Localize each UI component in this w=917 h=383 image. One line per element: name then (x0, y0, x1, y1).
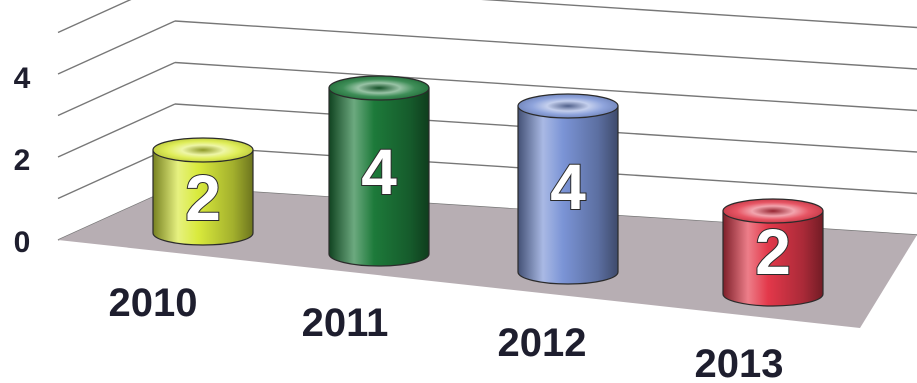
bar-top-2013 (722, 198, 824, 224)
bar-2011 (328, 75, 430, 267)
gridline-back-5 (481, 0, 917, 29)
data-label-2011: 4 (361, 136, 397, 208)
bar-body-2013 (722, 210, 824, 307)
bar-body-2011 (328, 87, 430, 267)
bar-2013 (722, 198, 824, 307)
data-label-2010: 2 (185, 162, 221, 234)
x-tick-label-2012: 2012 (498, 321, 587, 365)
bar-body-2010 (152, 149, 254, 246)
bar-2012 (517, 93, 619, 285)
chart-floor (58, 187, 917, 328)
gridline-back-4 (174, 20, 917, 70)
gridline-left-5 (57, 0, 132, 34)
data-label-2013: 2 (755, 216, 791, 288)
data-labels: 2 4 4 2 (184, 135, 792, 289)
x-tick-label-2011: 2011 (302, 301, 389, 345)
gridline-left-3 (57, 61, 176, 117)
bar-2010 (152, 137, 254, 246)
bars (152, 75, 824, 307)
bar-top-2010 (152, 137, 254, 163)
gridline-left-2 (57, 103, 176, 158)
gridline-left-4 (57, 20, 176, 75)
y-tick-label-0: 0 (14, 226, 31, 259)
x-axis: 2010 2011 2012 2013 (109, 281, 784, 383)
bar-top-2011 (328, 75, 430, 101)
bar-top-2012 (517, 93, 619, 119)
x-tick-label-2013: 2013 (695, 342, 784, 383)
x-tick-label-2010: 2010 (109, 281, 198, 325)
y-tick-label-4: 4 (14, 62, 31, 95)
gridline-back-3 (174, 61, 917, 112)
y-tick-label-2: 2 (14, 144, 31, 177)
floor-plane (58, 187, 917, 328)
y-axis: 0 2 4 (14, 62, 31, 259)
data-label-2012: 4 (550, 151, 586, 223)
bar-body-2012 (517, 105, 619, 285)
